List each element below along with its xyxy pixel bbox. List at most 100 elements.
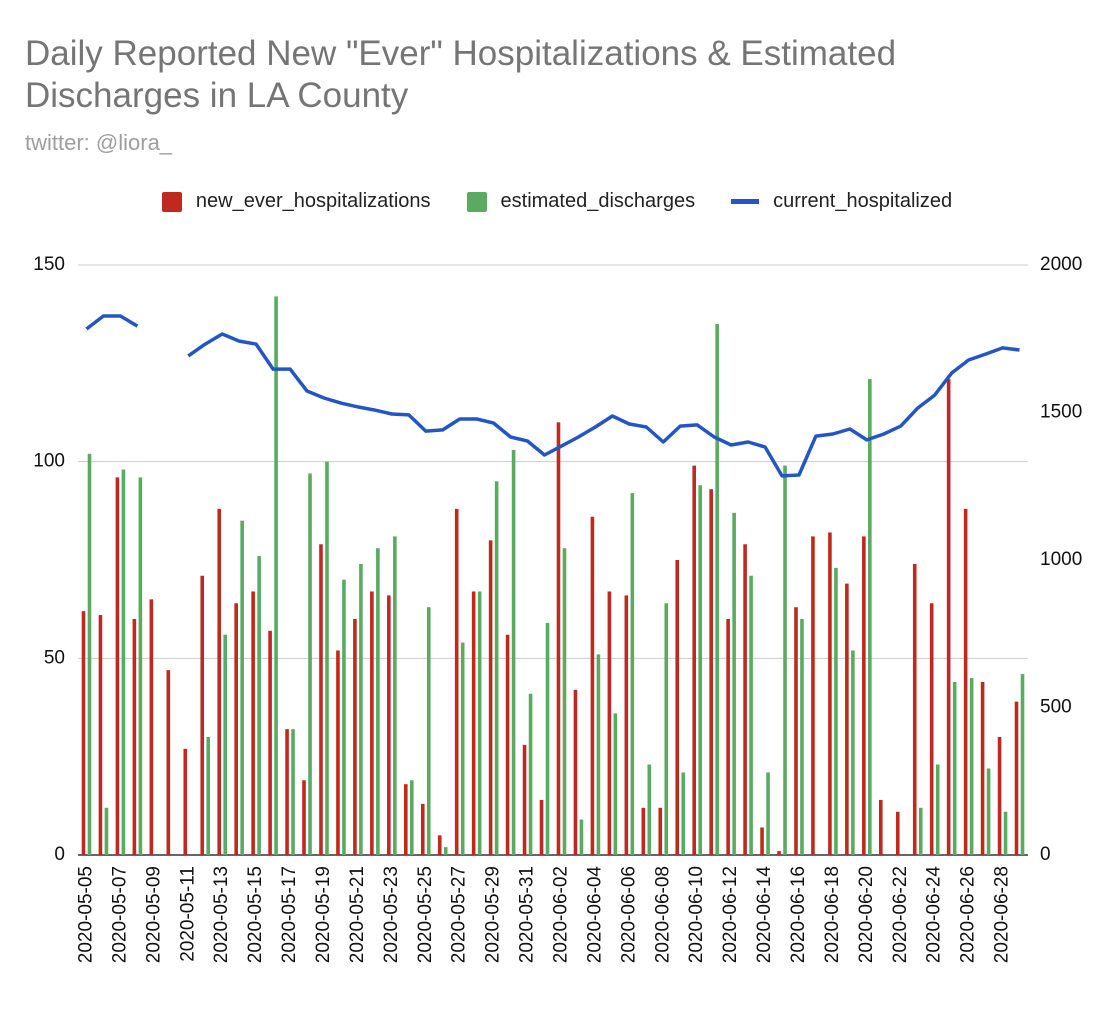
bar xyxy=(1020,674,1025,855)
bar xyxy=(387,595,391,855)
bar xyxy=(460,642,465,855)
bar xyxy=(760,827,764,855)
bar xyxy=(302,780,306,855)
bar xyxy=(726,619,730,855)
bar xyxy=(664,603,669,855)
bar xyxy=(980,681,985,855)
x-tick-label: 2020-06-20 xyxy=(856,866,877,963)
bar xyxy=(149,599,154,855)
x-tick-label: 2020-06-08 xyxy=(652,866,673,963)
bar xyxy=(494,481,499,855)
x-tick-label: 2020-05-09 xyxy=(143,866,164,963)
bar xyxy=(963,508,968,855)
bar xyxy=(579,819,584,855)
bar xyxy=(868,379,872,855)
bar xyxy=(376,548,380,855)
y2-tick-label: 2000 xyxy=(1040,254,1082,275)
x-tick-label: 2020-05-27 xyxy=(449,866,470,963)
x-tick-label: 2020-06-14 xyxy=(754,866,775,964)
bar xyxy=(81,611,86,855)
bar xyxy=(562,548,567,855)
legend-label: new_ever_hospitalizations xyxy=(195,190,431,212)
bar xyxy=(166,670,171,855)
bar xyxy=(766,772,770,855)
legend-swatch xyxy=(466,191,487,212)
y-tick-label: 150 xyxy=(33,254,65,275)
bar xyxy=(935,764,940,855)
y2-tick-label: 1000 xyxy=(1040,549,1082,570)
bar xyxy=(607,591,612,855)
bar xyxy=(749,575,753,855)
bar xyxy=(794,607,798,855)
x-tick-label: 2020-06-04 xyxy=(584,866,605,964)
x-tick-label: 2020-06-26 xyxy=(958,866,979,963)
x-tick-label: 2020-06-16 xyxy=(788,866,809,963)
bar xyxy=(325,461,329,855)
x-tick-label: 2020-05-05 xyxy=(75,866,96,963)
bar xyxy=(743,544,747,855)
x-tick-label: 2020-06-18 xyxy=(822,866,843,963)
y2-tick-label: 1500 xyxy=(1040,402,1082,423)
bar xyxy=(240,520,244,855)
bar xyxy=(715,324,719,855)
bar xyxy=(420,803,425,855)
x-tick-label: 2020-05-29 xyxy=(483,866,504,963)
bar xyxy=(692,465,696,855)
bar xyxy=(845,583,849,855)
bar xyxy=(698,485,702,855)
bar xyxy=(115,477,120,855)
x-tick-label: 2020-05-11 xyxy=(177,866,198,962)
bar xyxy=(828,532,832,855)
x-tick-label: 2020-05-17 xyxy=(279,866,300,963)
bar xyxy=(183,748,188,855)
bar xyxy=(488,540,493,855)
legend-label: estimated_discharges xyxy=(500,190,696,212)
bar xyxy=(206,737,211,855)
legend-label: current_hospitalized xyxy=(773,190,953,212)
x-tick-label: 2020-05-25 xyxy=(415,866,436,963)
bar xyxy=(783,465,787,855)
bar xyxy=(404,784,408,855)
bar xyxy=(952,681,957,855)
bar xyxy=(393,536,397,855)
bar xyxy=(800,619,804,855)
bar xyxy=(98,615,103,855)
x-tick-label: 2020-06-28 xyxy=(992,866,1013,963)
bar xyxy=(319,544,323,855)
bar xyxy=(641,807,646,855)
bar xyxy=(342,579,346,855)
bar xyxy=(274,296,278,855)
bar xyxy=(545,622,550,855)
bar xyxy=(132,619,137,855)
bar xyxy=(217,508,221,855)
bar xyxy=(590,516,595,855)
bar xyxy=(353,619,357,855)
bar xyxy=(257,556,261,855)
bar xyxy=(477,591,482,855)
bar xyxy=(87,453,92,855)
bar xyxy=(359,563,363,855)
bar xyxy=(251,591,255,855)
bar xyxy=(709,489,713,855)
x-tick-label: 2020-05-07 xyxy=(109,866,130,963)
bar xyxy=(946,379,951,855)
chart-title: Daily Reported New "Ever" Hospitalizatio… xyxy=(25,34,897,115)
bar xyxy=(811,536,815,855)
bar xyxy=(104,807,109,855)
bar xyxy=(675,560,680,855)
chart-subtitle: twitter: @liora_ xyxy=(25,130,173,155)
x-tick-label: 2020-05-31 xyxy=(517,866,538,963)
x-tick-label: 2020-06-02 xyxy=(550,866,571,963)
bar xyxy=(986,768,991,855)
bar xyxy=(613,713,618,855)
bar xyxy=(556,422,561,855)
bar xyxy=(471,591,476,855)
bar xyxy=(647,764,652,855)
bar xyxy=(121,469,126,855)
bar xyxy=(528,693,533,855)
x-tick-label: 2020-06-22 xyxy=(890,866,911,963)
x-tick-label: 2020-05-21 xyxy=(347,866,368,963)
bar xyxy=(895,811,900,855)
